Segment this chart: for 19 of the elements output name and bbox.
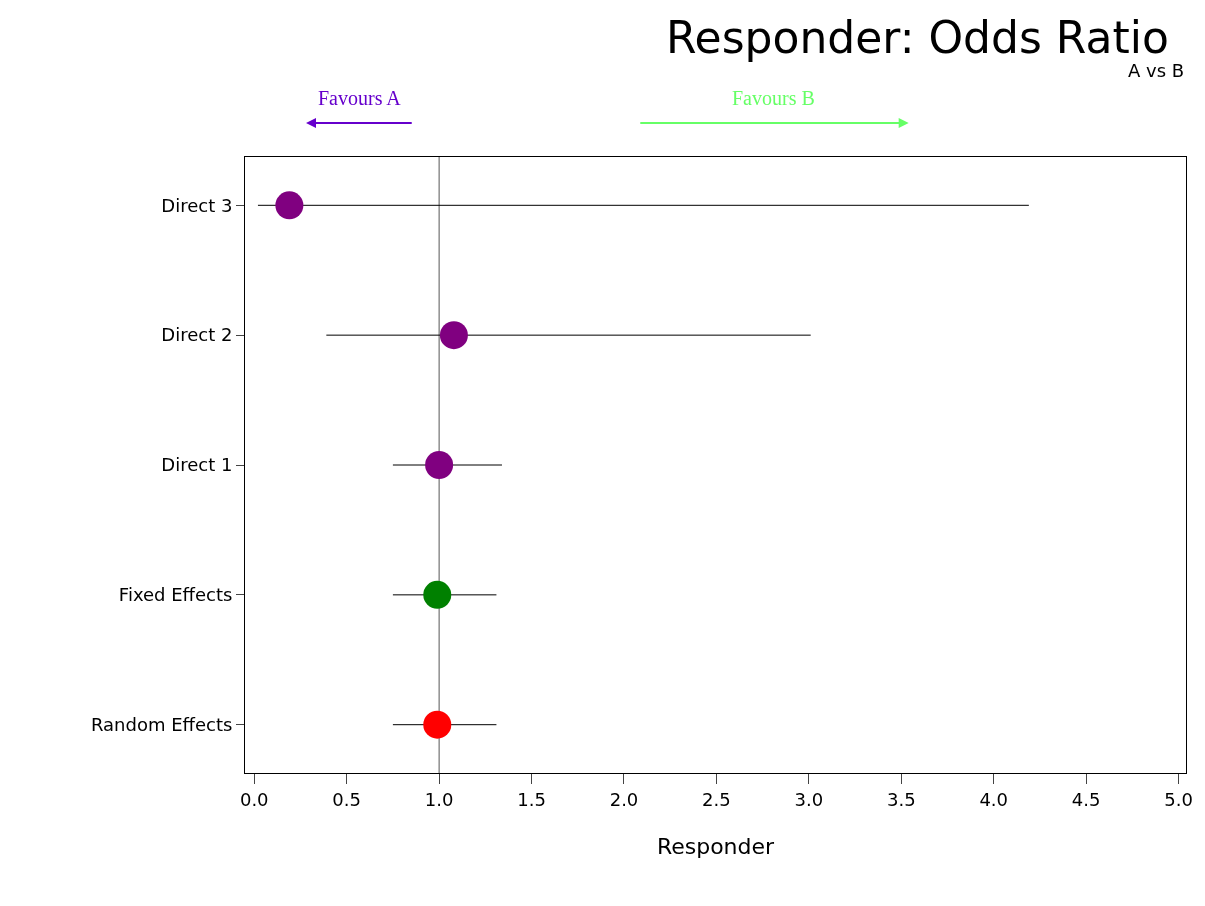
- y-tick-label: Direct 2: [161, 324, 233, 346]
- x-tick-label: 0.0: [239, 788, 269, 810]
- x-tick-label: 2.5: [702, 788, 731, 810]
- y-tick-label: Random Effects: [90, 714, 233, 735]
- text: Favours A: [318, 87, 402, 109]
- x-tick-label: 1.0: [424, 788, 454, 810]
- x-tick-label: 1.5: [517, 788, 546, 810]
- text: Favours B: [732, 87, 815, 109]
- x-tick-label: 3.0: [794, 788, 824, 810]
- x-tick-label: 2.0: [609, 788, 639, 810]
- x-tick-label: 4.5: [1071, 788, 1101, 810]
- y-tick-label: Direct 1: [161, 454, 233, 476]
- x-tick-label: 4.0: [979, 788, 1009, 810]
- x-axis-title: Responder: [656, 834, 776, 860]
- x-tick-label: 5.0: [1164, 788, 1193, 810]
- y-tick-label: Fixed Effects: [118, 584, 233, 606]
- x-tick-label: 0.5: [332, 788, 361, 810]
- x-tick-label: 3.5: [886, 788, 916, 810]
- y-tick-label: Direct 3: [161, 194, 233, 216]
